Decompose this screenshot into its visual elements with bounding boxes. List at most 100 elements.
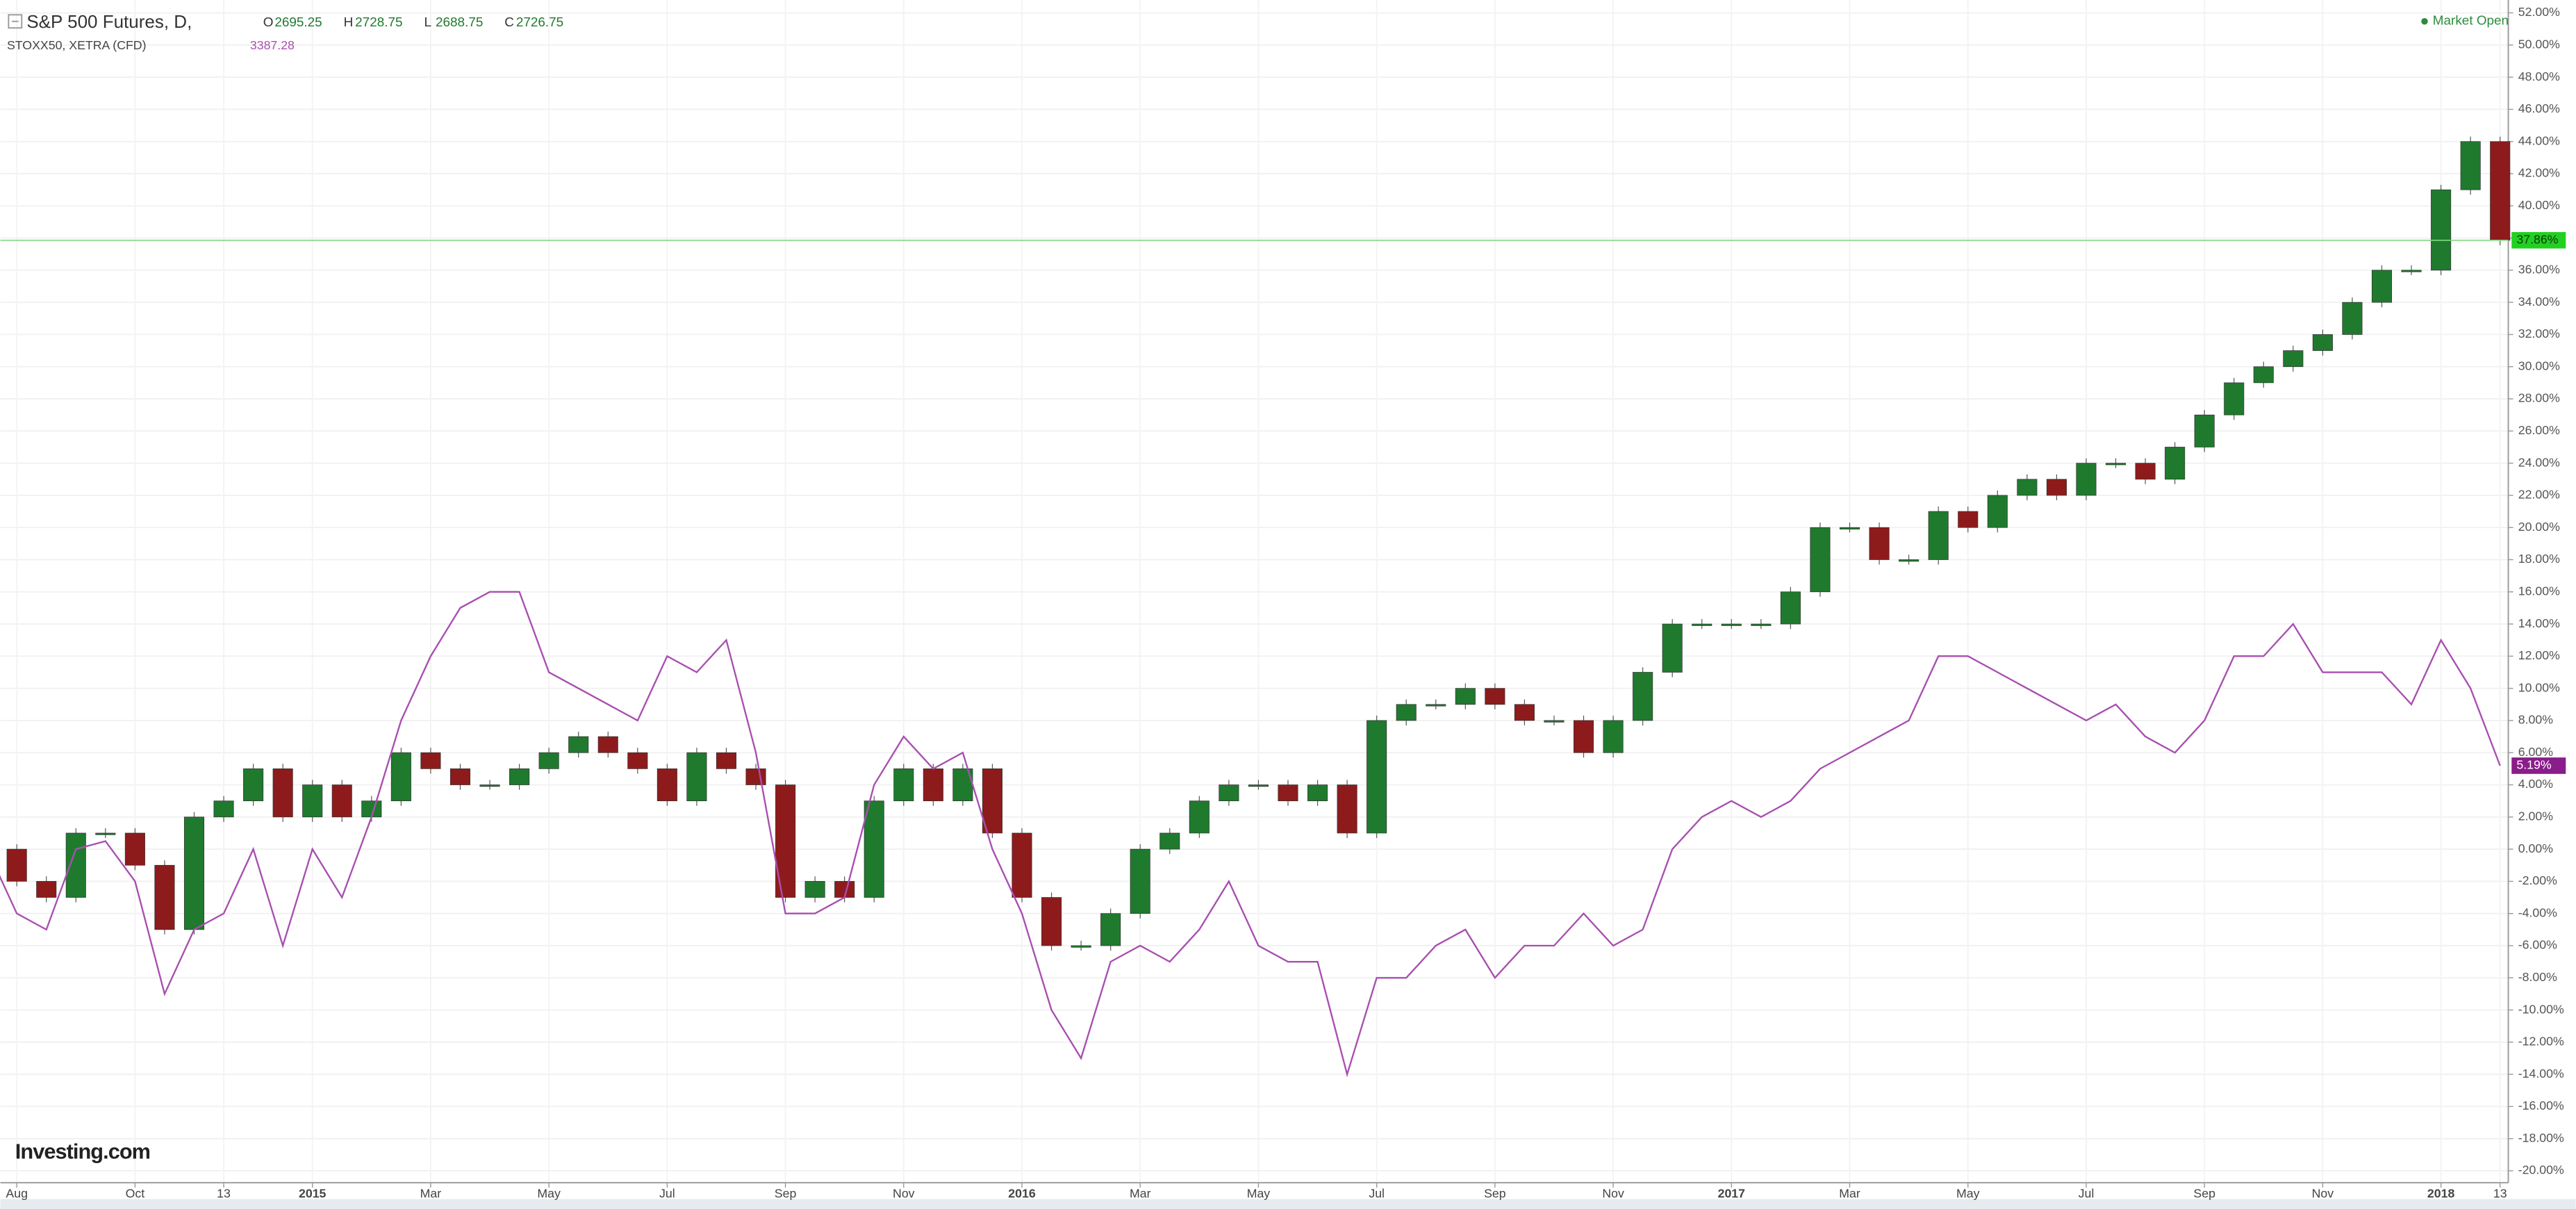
candle (2283, 350, 2304, 368)
candle (1751, 623, 1772, 626)
candle (1307, 784, 1328, 802)
candle (1958, 511, 1979, 528)
candle (65, 832, 86, 898)
candle (775, 784, 796, 898)
candle (183, 816, 205, 930)
ohlc-value: 2728.75 (355, 15, 402, 30)
y-tick-label: 44.00% (2518, 133, 2560, 147)
series-line (0, 591, 2501, 1078)
x-tick-label: Mar (1839, 1186, 1860, 1200)
candle (1041, 897, 1062, 946)
last-value-label: 37.86% (2516, 232, 2558, 246)
candle (1987, 495, 2008, 528)
candle (982, 768, 1002, 834)
y-tick-label: -8.00% (2518, 970, 2557, 984)
y-tick-label: -6.00% (2518, 938, 2557, 952)
y-tick-label: 26.00% (2518, 423, 2560, 437)
candle (1810, 527, 1831, 593)
x-tick-label: Jul (1369, 1186, 1385, 1200)
y-tick-label: 32.00% (2518, 327, 2560, 340)
y-tick-label: -4.00% (2518, 905, 2557, 919)
candle (243, 768, 264, 802)
candle (95, 832, 116, 835)
candle (1780, 591, 1801, 625)
main-symbol[interactable]: S&P 500 Futures, D, (26, 11, 192, 32)
candle (2460, 141, 2481, 190)
candle (1219, 784, 1239, 802)
candle (2135, 463, 2156, 480)
candle (449, 768, 471, 785)
y-tick-label: 46.00% (2518, 101, 2560, 115)
y-tick-label: 42.00% (2518, 166, 2560, 180)
candle (2165, 447, 2186, 480)
ohlc-label: O (263, 15, 274, 30)
status-dot (2421, 18, 2428, 25)
y-tick-label: -14.00% (2518, 1067, 2564, 1080)
candle (1633, 672, 1653, 721)
y-tick-label: 52.00% (2518, 5, 2560, 19)
candle (2490, 141, 2511, 241)
candle (124, 832, 145, 866)
x-tick-label: Oct (126, 1186, 145, 1200)
candle (509, 768, 530, 785)
candle (1721, 623, 1742, 626)
candle (1367, 720, 1387, 834)
ohlc-value: 2688.75 (436, 15, 483, 30)
x-tick-label: Mar (1130, 1186, 1151, 1200)
candle (2371, 270, 2393, 303)
candle (1574, 720, 1594, 753)
x-tick-label: Jul (2079, 1186, 2095, 1200)
candle (804, 881, 825, 898)
y-tick-label: -10.00% (2518, 1002, 2564, 1016)
candle (420, 752, 441, 769)
candle (479, 784, 500, 787)
x-tick-label: Jul (659, 1186, 675, 1200)
compare-symbol[interactable]: STOXX50, XETRA (CFD) (7, 38, 147, 52)
watermark: Investing.com (15, 1140, 150, 1164)
candle (2076, 463, 2097, 496)
y-tick-label: 36.00% (2518, 263, 2560, 277)
candle (1662, 623, 1683, 673)
x-tick-label: Nov (2312, 1186, 2334, 1200)
x-tick-label: May (1956, 1186, 1980, 1200)
y-tick-label: 50.00% (2518, 37, 2560, 51)
collapse-icon[interactable] (8, 14, 23, 29)
candle (1899, 559, 1919, 562)
candle (1544, 720, 1564, 723)
candle (6, 848, 27, 882)
y-tick-label: 10.00% (2518, 680, 2560, 694)
last-value-label: 5.19% (2516, 758, 2551, 772)
x-tick-label: 2018 (2427, 1186, 2455, 1200)
ohlc-label: H (344, 15, 354, 30)
y-tick-label: -18.00% (2518, 1130, 2564, 1144)
x-tick-label: Aug (6, 1186, 28, 1200)
x-tick-label: 2015 (299, 1186, 327, 1200)
y-tick-label: 2.00% (2518, 809, 2553, 823)
x-tick-label: May (1247, 1186, 1271, 1200)
y-tick-label: -2.00% (2518, 873, 2557, 887)
x-tick-label: Sep (2193, 1186, 2215, 1200)
ohlc-label: C (504, 15, 514, 30)
candle (36, 881, 57, 898)
candle (2342, 302, 2363, 335)
y-tick-label: 6.00% (2518, 745, 2553, 759)
candle (1869, 527, 1890, 560)
candle (272, 768, 293, 818)
candle (1012, 832, 1032, 898)
y-tick-label: 20.00% (2518, 520, 2560, 534)
candle (2253, 366, 2274, 384)
y-tick-label: 14.00% (2518, 616, 2560, 630)
x-tick-label: May (537, 1186, 561, 1200)
x-tick-label: 13 (2493, 1186, 2507, 1200)
y-tick-label: 30.00% (2518, 359, 2560, 372)
candle (1485, 688, 1505, 705)
candle (952, 768, 973, 802)
candle (597, 736, 618, 753)
y-tick-label: 24.00% (2518, 455, 2560, 469)
candle (2401, 270, 2422, 272)
candle (538, 752, 559, 769)
candle (864, 800, 884, 898)
ohlc-label: L (424, 15, 431, 30)
